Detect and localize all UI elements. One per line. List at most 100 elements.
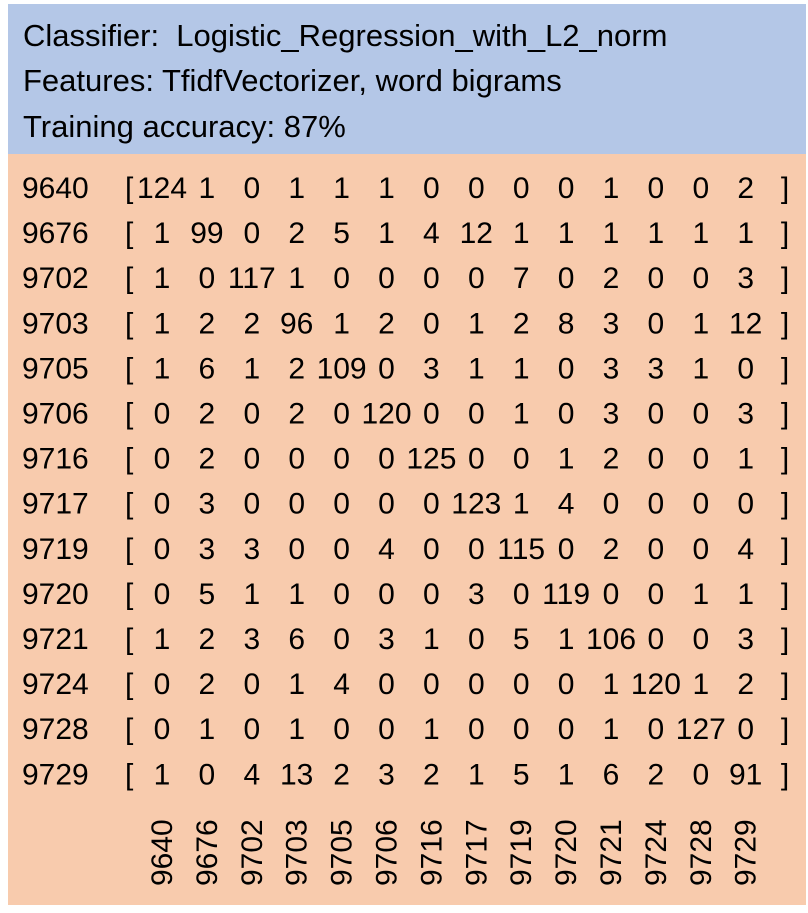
matrix-cell: 0: [468, 533, 485, 566]
matrix-cell: 96: [280, 307, 313, 340]
matrix-cell: 0: [603, 488, 620, 521]
matrix-cell: 2: [423, 758, 440, 791]
matrix-cell: 3: [378, 623, 395, 656]
matrix-cell: 1: [154, 623, 171, 656]
matrix-cell: 1: [648, 217, 665, 250]
matrix-cell: 0: [558, 713, 575, 746]
accuracy-line: Training accuracy: 87%: [23, 109, 346, 144]
matrix-cell: 0: [243, 398, 260, 431]
matrix-cell: 1: [468, 758, 485, 791]
matrix-cell: 0: [603, 578, 620, 611]
matrix-cell: 1: [423, 713, 440, 746]
matrix-cell: 2: [199, 623, 216, 656]
matrix-cell: 0: [423, 398, 440, 431]
matrix-cell: 0: [154, 578, 171, 611]
row-close-bracket: ]: [781, 172, 789, 205]
row-open-bracket: [: [125, 443, 134, 476]
matrix-cell: 0: [513, 668, 530, 701]
column-label: 9728: [685, 819, 718, 886]
matrix-cell: 120: [361, 398, 411, 431]
matrix-cell: 1: [513, 352, 530, 385]
matrix-cell: 4: [333, 668, 350, 701]
matrix-cell: 2: [288, 217, 305, 250]
matrix-cell: 0: [243, 217, 260, 250]
matrix-cell: 1: [154, 217, 171, 250]
matrix-cell: 8: [558, 307, 575, 340]
row-open-bracket: [: [125, 217, 134, 250]
row-label: 9724: [22, 668, 89, 701]
matrix-cell: 0: [692, 398, 709, 431]
row-label: 9721: [22, 623, 89, 656]
row-label: 9719: [22, 533, 89, 566]
matrix-cell: 2: [243, 307, 260, 340]
matrix-cell: 1: [737, 578, 754, 611]
matrix-cell: 7: [513, 262, 530, 295]
matrix-cell: 1: [288, 713, 305, 746]
matrix-cell: 0: [423, 172, 440, 205]
row-label: 9702: [22, 262, 89, 295]
matrix-cell: 0: [513, 578, 530, 611]
matrix-cell: 0: [378, 443, 395, 476]
row-open-bracket: [: [125, 488, 134, 521]
matrix-cell: 1: [692, 352, 709, 385]
matrix-cell: 0: [243, 713, 260, 746]
matrix-cell: 1: [423, 623, 440, 656]
row-label: 9720: [22, 578, 89, 611]
matrix-cell: 1: [692, 668, 709, 701]
matrix-cell: 0: [468, 443, 485, 476]
matrix-cell: 1: [378, 172, 395, 205]
row-open-bracket: [: [125, 713, 134, 746]
matrix-cell: 1: [154, 262, 171, 295]
row-open-bracket: [: [125, 307, 134, 340]
matrix-cell: 0: [692, 262, 709, 295]
matrix-cell: 6: [603, 758, 620, 791]
matrix-cell: 0: [378, 713, 395, 746]
matrix-cell: 1: [692, 217, 709, 250]
matrix-cell: 119: [542, 578, 590, 611]
matrix-cell: 2: [603, 262, 620, 295]
matrix-cell: 0: [468, 172, 485, 205]
matrix-cell: 1: [333, 172, 350, 205]
matrix-cell: 5: [513, 758, 530, 791]
row-close-bracket: ]: [781, 488, 789, 521]
row-close-bracket: ]: [781, 713, 789, 746]
matrix-cell: 1: [692, 307, 709, 340]
matrix-cell: 2: [737, 668, 754, 701]
row-label: 9703: [22, 307, 89, 340]
matrix-cell: 0: [423, 533, 440, 566]
column-label: 9703: [281, 819, 314, 886]
matrix-cell: 0: [558, 352, 575, 385]
matrix-cell: 4: [737, 533, 754, 566]
matrix-cell: 0: [468, 398, 485, 431]
matrix-cell: 1: [243, 352, 260, 385]
matrix-cell: 1: [558, 623, 575, 656]
matrix-cell: 0: [558, 668, 575, 701]
row-open-bracket: [: [125, 352, 134, 385]
matrix-cell: 0: [558, 262, 575, 295]
matrix-cell: 125: [406, 443, 456, 476]
matrix-cell: 0: [648, 262, 665, 295]
row-close-bracket: ]: [781, 262, 789, 295]
matrix-cell: 0: [648, 443, 665, 476]
matrix-cell: 0: [737, 488, 754, 521]
matrix-cell: 3: [737, 262, 754, 295]
row-label: 9676: [22, 217, 89, 250]
matrix-cell: 5: [199, 578, 216, 611]
matrix-cell: 0: [333, 262, 350, 295]
matrix-cell: 2: [199, 668, 216, 701]
matrix-cell: 0: [513, 443, 530, 476]
matrix-cell: 1: [692, 578, 709, 611]
matrix-cell: 0: [468, 713, 485, 746]
matrix-cell: 1: [603, 713, 620, 746]
matrix-cell: 0: [558, 533, 575, 566]
matrix-cell: 0: [333, 623, 350, 656]
matrix-cell: 3: [468, 578, 485, 611]
matrix-cell: 0: [692, 623, 709, 656]
matrix-cell: 3: [243, 533, 260, 566]
matrix-cell: 3: [737, 398, 754, 431]
matrix-cell: 3: [243, 623, 260, 656]
matrix-cell: 0: [243, 443, 260, 476]
matrix-cell: 115: [497, 533, 545, 566]
matrix-cell: 0: [333, 578, 350, 611]
matrix-cell: 3: [199, 533, 216, 566]
